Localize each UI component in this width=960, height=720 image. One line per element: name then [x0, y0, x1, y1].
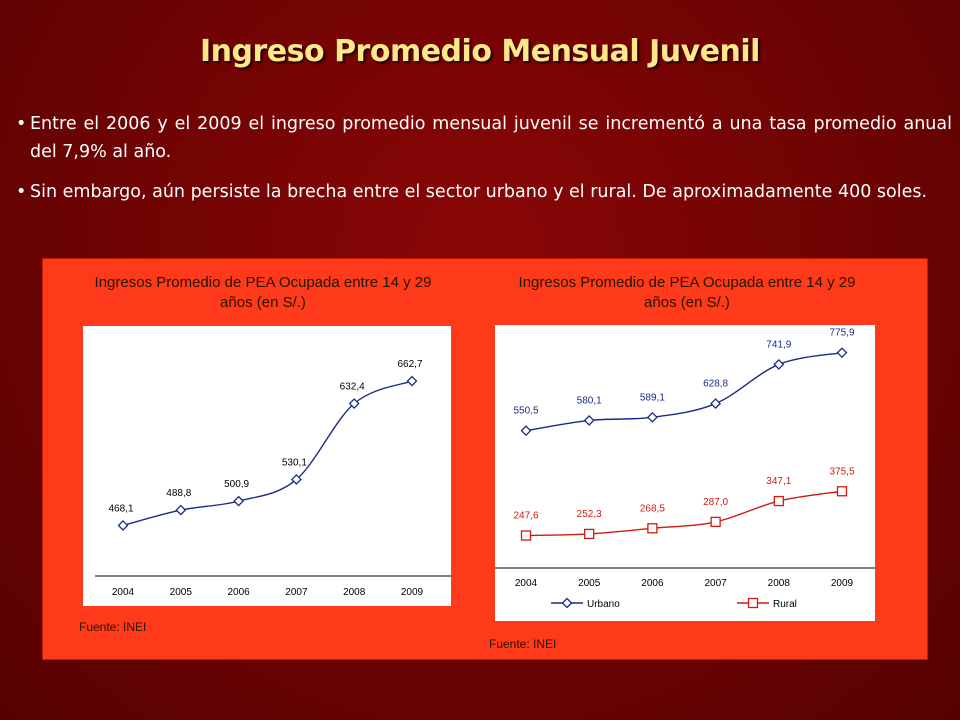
chart2-data-point-rural [647, 523, 658, 534]
chart2-data-label-rural: 287,0 [703, 497, 728, 508]
chart1-tick-label: 2008 [343, 587, 366, 598]
chart1-data-point [175, 504, 187, 516]
bullet-list: • Entre el 2006 y el 2009 el ingreso pro… [16, 110, 952, 218]
chart2-plot-background [495, 325, 875, 621]
chart2-title-line2: años (en S/.) [644, 294, 730, 311]
chart1-tick-label: 2006 [227, 587, 250, 598]
chart1-data-label: 500,9 [224, 479, 249, 490]
slide-title: Ingreso Promedio Mensual Juvenil [200, 34, 760, 69]
chart1-data-point [117, 520, 129, 531]
chart2-data-label-urbano: 589,1 [640, 392, 665, 403]
chart1-plot: 468,1 2004 488,8 2005 500,9 2006 530,1 2007 632,… [83, 326, 451, 606]
chart2-data-label-urbano: 550,5 [513, 406, 538, 417]
chart1-title: Ingresos Promedio de PEA Ocupada entre 1… [73, 273, 453, 313]
chart2-title: Ingresos Promedio de PEA Ocupada entre 1… [491, 273, 883, 313]
chart1-title-line1: Ingresos Promedio de PEA Ocupada entre 1… [94, 274, 432, 291]
chart2-plot: 550,5 580,1 589,1 628,8 741,9 775,9 247,6 252,3… [495, 325, 875, 621]
chart2-tick-label: 2006 [641, 578, 664, 589]
chart2-data-point-urbano [583, 415, 595, 426]
chart2-legend-label-rural: Rural [773, 599, 797, 610]
chart2-data-point-urbano [773, 358, 785, 370]
chart2-data-label-urbano: 741,9 [766, 339, 791, 350]
chart2-data-point-rural [836, 486, 848, 497]
charts-panel: Ingresos Promedio de PEA Ocupada entre 1… [42, 258, 928, 660]
chart2-title-line1: Ingresos Promedio de PEA Ocupada entre 1… [518, 274, 856, 291]
bullet-text: Entre el 2006 y el 2009 el ingreso prome… [30, 114, 952, 162]
chart2-tick-label: 2004 [515, 578, 538, 589]
chart1-tick-label: 2004 [112, 587, 135, 598]
chart1-data-label: 468,1 [108, 503, 133, 514]
chart1-data-label: 530,1 [282, 457, 307, 468]
chart2-data-label-rural: 268,5 [640, 503, 665, 514]
chart2-data-point-urbano [710, 398, 722, 409]
chart2-series-line-urbano [525, 351, 843, 432]
chart2-data-point-urbano [520, 425, 532, 437]
chart2-legend-marker-urbano [561, 597, 573, 609]
chart2-data-label-urbano: 775,9 [829, 328, 854, 339]
chart2-data-label-rural: 375,5 [829, 466, 854, 477]
chart2-legend-label-urbano: Urbano [587, 599, 620, 610]
chart2-data-point-urbano [836, 347, 848, 359]
chart1-data-point [406, 375, 418, 387]
chart1-source: Fuente: INEI [79, 620, 147, 634]
chart1-tick-label: 2007 [285, 587, 308, 598]
chart2-data-point-rural [520, 530, 532, 541]
chart2-legend-marker-rural [747, 597, 759, 609]
chart2-data-label-rural: 252,3 [577, 509, 602, 520]
chart1-data-point [233, 495, 245, 507]
chart2-tick-label: 2008 [768, 578, 791, 589]
chart1-tick-label: 2005 [170, 587, 193, 598]
chart1-data-point [348, 398, 360, 409]
chart2-tick-label: 2009 [831, 578, 854, 589]
bullet-dot-icon: • [16, 182, 27, 202]
chart2-tick-label: 2007 [704, 578, 727, 589]
chart2-data-label-rural: 247,6 [513, 511, 538, 522]
chart2-data-point-rural [710, 516, 721, 528]
chart2-data-label-urbano: 580,1 [577, 395, 602, 406]
chart1-data-label: 488,8 [166, 488, 191, 499]
chart2-tick-label: 2005 [578, 578, 601, 589]
bullet-text: Sin embargo, aún persiste la brecha entr… [30, 182, 928, 202]
bullet-item: • Sin embargo, aún persiste la brecha en… [16, 178, 952, 206]
bullet-item: • Entre el 2006 y el 2009 el ingreso pro… [16, 110, 952, 166]
chart1-plot-background [83, 326, 451, 606]
chart1-data-point [290, 474, 302, 485]
chart1-data-label: 662,7 [397, 359, 422, 370]
chart2-data-label-urbano: 628,8 [703, 379, 728, 390]
bullet-dot-icon: • [16, 114, 27, 134]
chart2-data-label-rural: 347,1 [766, 476, 791, 487]
chart2-data-point-rural [773, 495, 784, 507]
chart2-source: Fuente: INEI [489, 637, 557, 651]
chart2-data-point-rural [584, 528, 595, 540]
chart2-data-point-urbano [646, 411, 658, 423]
chart1-title-line2: años (en S/.) [220, 294, 306, 311]
chart1-tick-label: 2009 [401, 587, 424, 598]
chart1-data-label: 632,4 [340, 382, 365, 393]
